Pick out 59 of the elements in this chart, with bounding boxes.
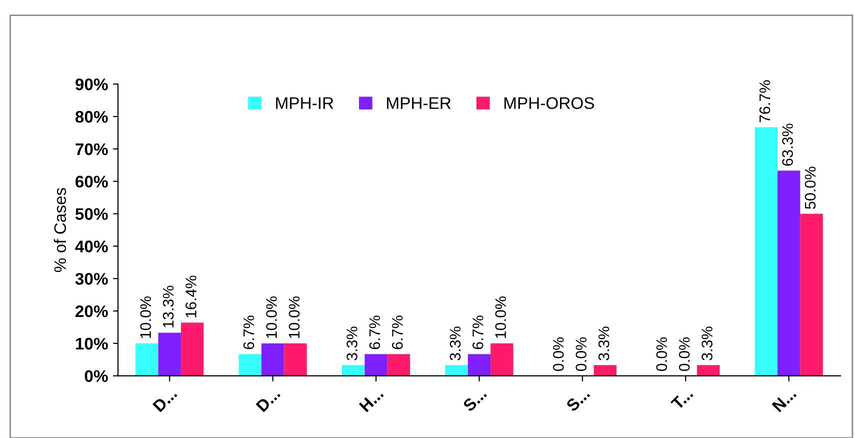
text: 6.7% xyxy=(369,316,380,350)
text: 6.7% xyxy=(243,316,254,350)
x-tick-label: D... xyxy=(152,387,178,412)
y-tick-label: 90% xyxy=(75,78,108,90)
bar xyxy=(364,354,388,376)
text: 6.7% xyxy=(392,316,403,350)
text: 10.0% xyxy=(495,296,506,338)
x-tick-label: S... xyxy=(565,387,590,412)
text: 10.0% xyxy=(266,296,277,338)
text: 3.3% xyxy=(598,326,610,360)
bar xyxy=(594,365,616,376)
bar xyxy=(284,343,307,376)
bar xyxy=(754,127,778,376)
text: 3.3% xyxy=(450,326,461,360)
y-tick-label: 60% xyxy=(76,176,108,188)
y-tick-label: 10% xyxy=(76,338,108,350)
text: 6.7% xyxy=(472,316,484,350)
y-tick-label: 50% xyxy=(75,208,108,220)
legend-label: MPH-OROS xyxy=(504,97,594,110)
text: 63.3% xyxy=(782,124,793,166)
text: 0.0% xyxy=(576,337,587,372)
x-tick-label: H... xyxy=(358,387,384,412)
bar xyxy=(778,170,800,376)
text: 0.0% xyxy=(678,337,690,372)
bar xyxy=(445,365,468,376)
legend-label: MPH-IR xyxy=(276,97,334,109)
text: 16.4% xyxy=(186,276,196,318)
text: 3.3% xyxy=(702,326,712,360)
x-tick-label: S... xyxy=(462,387,488,412)
bar xyxy=(180,322,204,376)
y-tick-label: 0% xyxy=(84,370,108,382)
text: 50.0% xyxy=(804,166,816,209)
text: 10.0% xyxy=(140,296,151,338)
x-tick-label: D... xyxy=(256,387,281,412)
text: 0.0% xyxy=(656,337,668,372)
y-tick-label: 20% xyxy=(75,305,108,318)
text: 13.3% xyxy=(162,286,174,328)
bar xyxy=(158,332,181,376)
text: 10.0% xyxy=(288,296,300,338)
bar xyxy=(800,214,823,376)
y-tick-label: 30% xyxy=(75,272,108,285)
bar xyxy=(342,365,365,376)
bar xyxy=(387,354,410,376)
y-tick-label: 40% xyxy=(75,240,108,252)
text: 3.3% xyxy=(346,326,358,360)
bar xyxy=(238,354,262,376)
bar xyxy=(261,343,284,376)
bar xyxy=(468,354,491,376)
x-tick-label: T... xyxy=(670,387,694,410)
y-tick-label: 70% xyxy=(76,143,108,156)
text: 0.0% xyxy=(553,337,564,372)
legend-label: MPH-ER xyxy=(387,97,451,109)
y-tick-label: 80% xyxy=(75,110,108,123)
x-tick-label: N... xyxy=(772,387,797,412)
bar xyxy=(697,365,720,376)
bar xyxy=(136,343,158,376)
text: 76.7% xyxy=(759,80,770,122)
bar xyxy=(490,343,514,376)
y-axis-title: % of Cases xyxy=(54,188,66,272)
